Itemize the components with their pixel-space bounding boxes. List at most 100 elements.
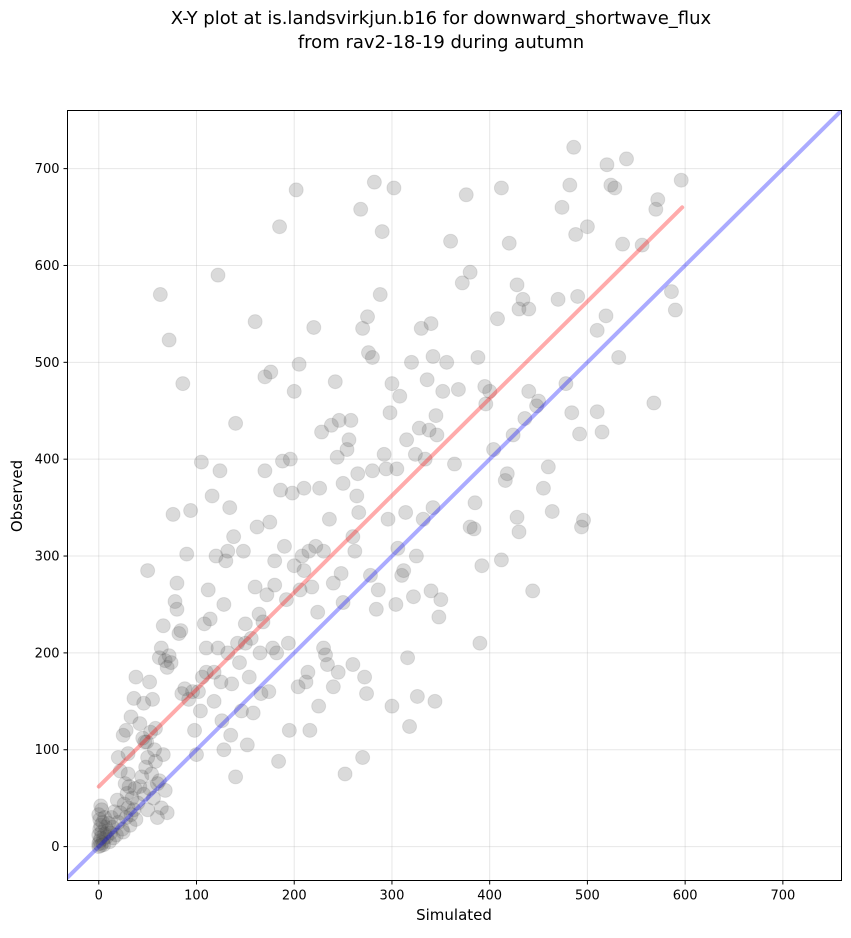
data-point: [347, 543, 363, 559]
data-point: [192, 703, 208, 719]
data-point: [253, 686, 269, 702]
data-point: [388, 596, 404, 612]
data-point: [296, 480, 312, 496]
data-point: [255, 614, 271, 630]
data-point: [398, 504, 414, 520]
data-point: [396, 563, 412, 579]
data-point: [93, 817, 109, 833]
data-point: [187, 722, 203, 738]
data-point: [146, 790, 161, 806]
data-point: [193, 454, 209, 470]
data-point: [554, 199, 570, 215]
data-point: [511, 301, 527, 317]
data-point: [91, 807, 107, 823]
data-point: [138, 759, 154, 775]
data-point: [140, 563, 156, 579]
data-point: [321, 511, 337, 527]
data-point: [116, 796, 132, 812]
data-point: [210, 267, 226, 283]
data-point: [427, 693, 443, 709]
data-point: [190, 684, 206, 700]
data-point: [237, 635, 253, 651]
data-point: [603, 177, 619, 193]
data-point: [341, 432, 357, 448]
data-point: [114, 821, 130, 837]
data-point: [415, 511, 431, 527]
data-point: [117, 776, 133, 792]
data-point: [611, 349, 627, 365]
data-point: [667, 302, 683, 318]
y-tick-label: 300: [35, 550, 60, 565]
data-point: [325, 575, 341, 591]
data-point: [237, 616, 253, 632]
data-point: [646, 395, 662, 411]
data-point: [275, 453, 290, 469]
data-point: [104, 819, 120, 835]
data-point: [112, 805, 128, 821]
data-point: [570, 288, 586, 304]
y-axis-label: Observed: [8, 460, 26, 532]
x-tick-label: 700: [770, 889, 795, 904]
data-point: [497, 472, 513, 488]
data-point: [206, 664, 222, 680]
data-point: [568, 226, 584, 242]
data-point: [149, 776, 165, 792]
data-point: [443, 233, 459, 249]
data-point: [318, 647, 333, 663]
data-point: [407, 446, 423, 462]
data-point: [99, 829, 115, 845]
data-point: [386, 180, 402, 196]
data-point: [564, 405, 580, 421]
data-point: [269, 645, 285, 661]
data-point: [281, 722, 297, 738]
data-point: [106, 804, 122, 820]
data-point: [579, 219, 595, 235]
data-point: [159, 805, 175, 821]
y-tick-label: 200: [35, 646, 60, 661]
data-point: [663, 284, 679, 300]
data-point: [198, 640, 214, 656]
data-point: [101, 815, 117, 831]
data-point: [450, 381, 466, 397]
data-point: [389, 461, 405, 477]
data-point: [382, 405, 398, 421]
data-point: [634, 237, 650, 253]
data-point: [214, 713, 230, 729]
data-point: [228, 769, 244, 785]
data-point: [110, 814, 126, 830]
data-point: [400, 650, 416, 666]
data-point: [91, 839, 107, 855]
data-point: [345, 529, 361, 545]
data-point: [335, 595, 351, 611]
y-tick-label: 100: [35, 743, 60, 758]
data-point: [467, 495, 483, 511]
data-point: [196, 616, 212, 632]
data-point: [185, 684, 201, 700]
data-point: [142, 674, 158, 690]
data-point: [308, 538, 324, 554]
x-tick-label: 300: [380, 889, 405, 904]
data-point: [374, 224, 390, 240]
data-point: [355, 749, 371, 765]
data-point: [490, 311, 505, 327]
identity-line: [67, 110, 842, 880]
data-point: [292, 582, 308, 598]
data-point: [402, 719, 418, 734]
data-point: [153, 640, 169, 656]
data-point: [501, 235, 517, 251]
chart-title-line-2: from rav2-18-19 during autumn: [298, 32, 584, 53]
data-point: [380, 511, 396, 527]
data-point: [349, 488, 365, 504]
data-point: [179, 546, 195, 562]
data-point: [169, 601, 185, 617]
data-point: [493, 552, 509, 568]
data-point: [92, 821, 108, 837]
data-point: [223, 727, 239, 743]
data-point: [478, 396, 494, 412]
x-tick-label: 600: [673, 889, 698, 904]
data-point: [589, 404, 605, 420]
data-point: [230, 635, 246, 651]
data-point: [362, 567, 378, 583]
data-point: [525, 583, 541, 599]
data-point: [306, 319, 322, 335]
